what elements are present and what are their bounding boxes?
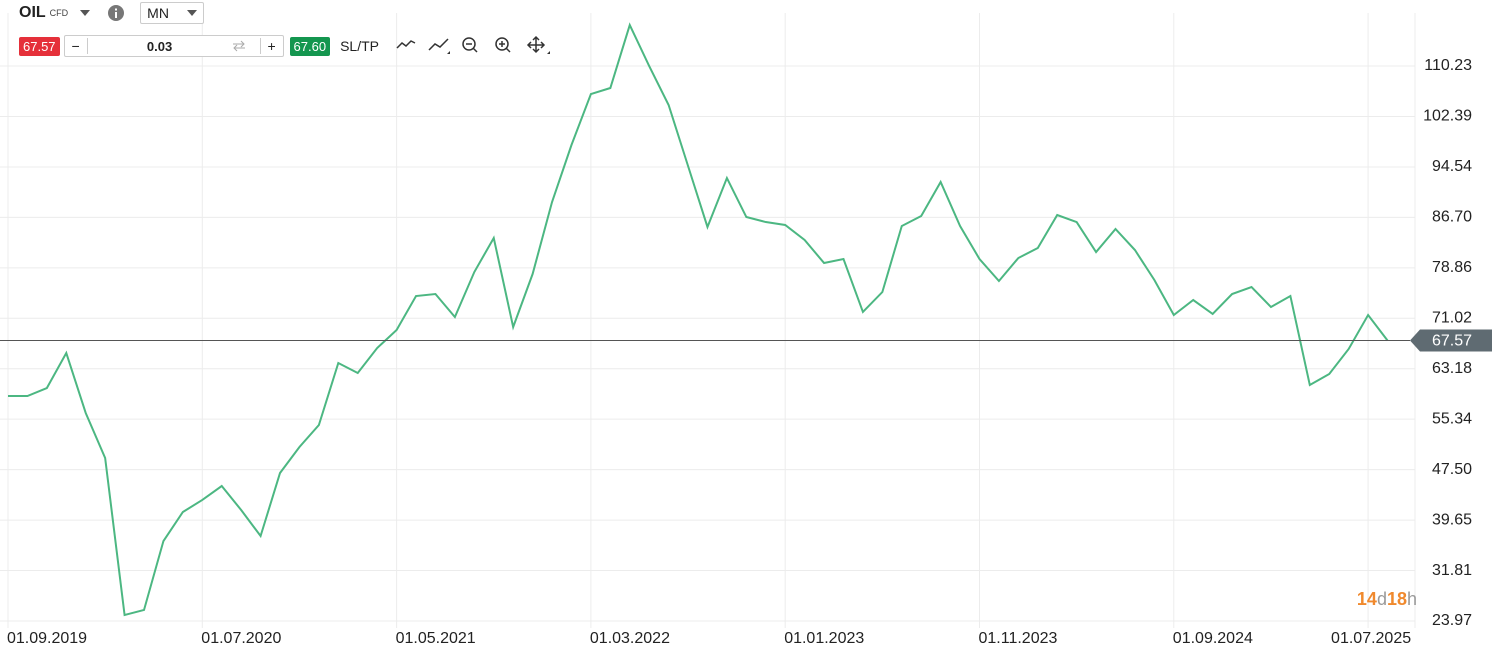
countdown-part: 14 <box>1357 589 1377 609</box>
y-tick-label: 55.34 <box>1432 410 1472 427</box>
sltp-button[interactable]: SL/TP <box>340 38 379 54</box>
x-tick-label: 01.07.2025 <box>1331 630 1411 647</box>
countdown-part: d <box>1377 589 1387 609</box>
symbol-row: OIL CFD MN <box>19 2 205 24</box>
x-tick-label: 01.09.2024 <box>1173 630 1253 647</box>
y-tick-label: 31.81 <box>1432 562 1472 579</box>
x-tick-label: 01.05.2021 <box>396 630 476 647</box>
y-tick-label: 39.65 <box>1432 511 1472 528</box>
y-tick-label: 47.50 <box>1432 461 1472 478</box>
countdown-part: 18 <box>1387 589 1407 609</box>
x-tick-label: 01.01.2023 <box>784 630 864 647</box>
y-tick-label: 94.54 <box>1432 158 1472 175</box>
y-tick-label: 110.23 <box>1424 57 1472 74</box>
pan-tool[interactable] <box>526 35 550 54</box>
volume: 0.03 <box>146 38 173 54</box>
price-line <box>8 22 1389 617</box>
indicator-tool[interactable] <box>428 38 450 54</box>
swap-icon[interactable] <box>232 40 246 52</box>
symbol-dropdown[interactable] <box>80 10 91 16</box>
symbol[interactable]: OIL <box>19 4 46 21</box>
increase-volume[interactable]: + <box>259 38 283 54</box>
timeframe: MN <box>147 5 169 21</box>
zoom-in[interactable] <box>495 37 511 53</box>
zoom-out[interactable] <box>462 37 478 53</box>
trade-row: 67.57 − 0.03 + 67.60 SL/TP <box>19 35 555 57</box>
countdown: 14d18h <box>1357 589 1417 609</box>
instrument-type: CFD <box>49 8 69 18</box>
countdown-part: h <box>1407 589 1417 609</box>
timeframe-select[interactable]: MN <box>140 2 205 24</box>
y-tick-label: 63.18 <box>1432 360 1472 377</box>
info-icon[interactable] <box>108 5 125 21</box>
x-tick-label: 01.07.2020 <box>201 630 281 647</box>
chart-tools <box>396 35 550 54</box>
y-tick-label: 23.97 <box>1432 612 1472 629</box>
timeframe-dropdown <box>187 10 198 16</box>
x-tick-label: 01.09.2019 <box>7 630 87 647</box>
sell-button[interactable]: 67.57 <box>19 36 60 56</box>
x-tick-label: 01.03.2022 <box>590 630 670 647</box>
buy-button[interactable]: 67.60 <box>289 36 331 56</box>
volume-input[interactable]: − 0.03 + <box>63 35 284 57</box>
y-tick-label: 78.86 <box>1432 259 1472 276</box>
y-tick-label: 71.02 <box>1432 309 1472 326</box>
current-price-label: 67.57 <box>1432 333 1472 350</box>
y-tick-label: 86.70 <box>1432 209 1472 226</box>
decrease-volume[interactable]: − <box>65 38 88 54</box>
x-tick-label: 01.11.2023 <box>979 630 1058 647</box>
line-type-tool[interactable] <box>396 40 416 49</box>
current-price-tag <box>1410 329 1492 352</box>
y-tick-label: 102.39 <box>1423 108 1472 125</box>
